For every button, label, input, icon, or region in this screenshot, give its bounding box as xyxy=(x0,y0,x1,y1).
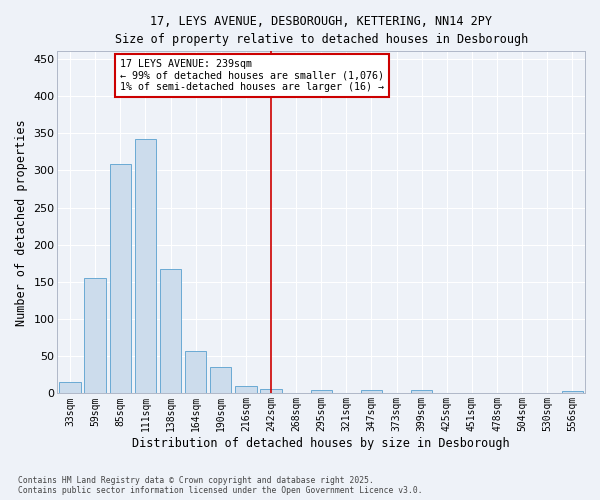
Bar xyxy=(135,139,156,394)
Bar xyxy=(210,368,232,394)
Bar xyxy=(185,351,206,394)
Bar xyxy=(562,391,583,394)
Bar xyxy=(260,389,281,394)
Bar xyxy=(110,164,131,394)
X-axis label: Distribution of detached houses by size in Desborough: Distribution of detached houses by size … xyxy=(133,437,510,450)
Bar xyxy=(361,390,382,394)
Y-axis label: Number of detached properties: Number of detached properties xyxy=(15,119,28,326)
Bar xyxy=(235,386,257,394)
Bar xyxy=(160,269,181,394)
Bar xyxy=(411,390,433,394)
Bar xyxy=(85,278,106,394)
Bar xyxy=(59,382,80,394)
Text: Contains HM Land Registry data © Crown copyright and database right 2025.
Contai: Contains HM Land Registry data © Crown c… xyxy=(18,476,422,495)
Title: 17, LEYS AVENUE, DESBOROUGH, KETTERING, NN14 2PY
Size of property relative to de: 17, LEYS AVENUE, DESBOROUGH, KETTERING, … xyxy=(115,15,528,46)
Bar xyxy=(311,390,332,394)
Text: 17 LEYS AVENUE: 239sqm
← 99% of detached houses are smaller (1,076)
1% of semi-d: 17 LEYS AVENUE: 239sqm ← 99% of detached… xyxy=(120,59,384,92)
